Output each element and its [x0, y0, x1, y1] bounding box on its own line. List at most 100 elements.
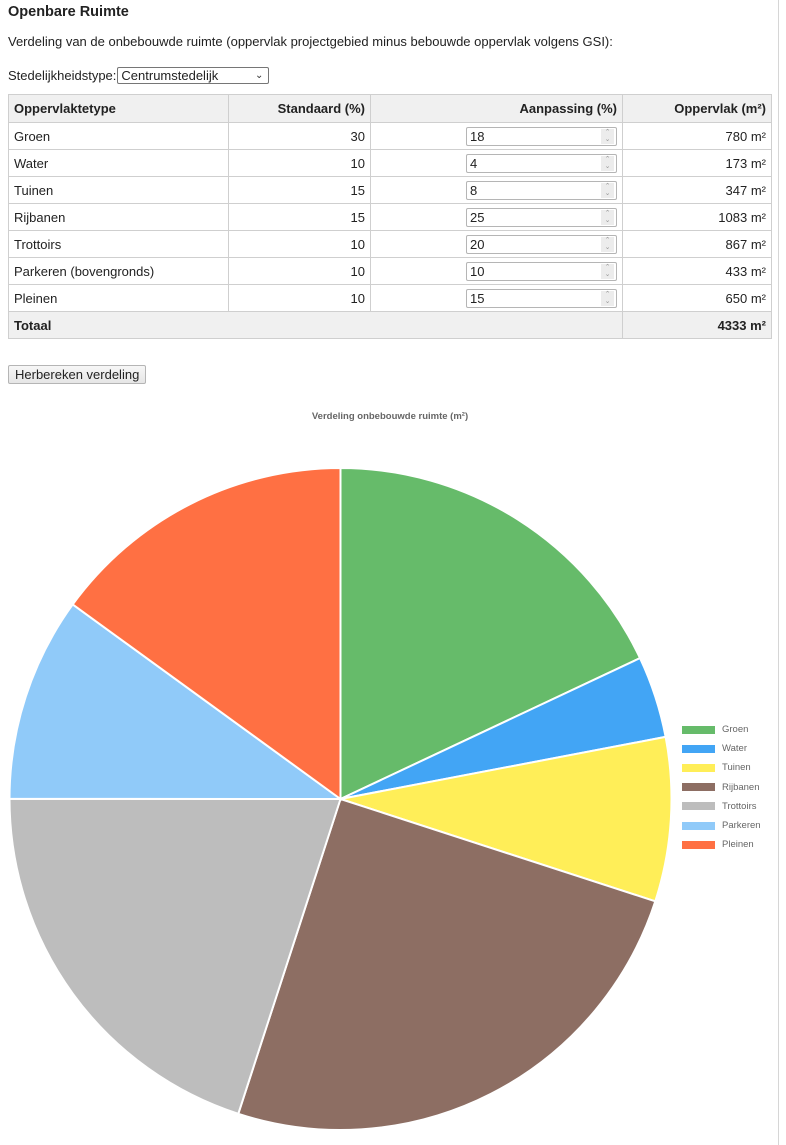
- legend-item-pleinen[interactable]: Pleinen: [682, 835, 761, 854]
- adjust-value: 10: [470, 263, 485, 279]
- cell-standard: 30: [228, 122, 371, 150]
- adjust-number-input[interactable]: 15 ⌃ ⌄: [466, 288, 617, 308]
- cell-type: Groen: [8, 122, 229, 150]
- table-row: Groen 30 18 ⌃ ⌄ 780 m²: [8, 122, 772, 150]
- legend-item-groen[interactable]: Groen: [682, 720, 761, 739]
- cell-area: 433 m²: [622, 257, 772, 285]
- legend-label: Rijbanen: [722, 781, 760, 793]
- adjust-number-input[interactable]: 8 ⌃ ⌄: [466, 180, 617, 200]
- col-header-area: Oppervlak (m²): [622, 94, 772, 123]
- cell-adjust: 8 ⌃ ⌄: [370, 176, 623, 204]
- chart-legend: Groen Water Tuinen Rijbanen Trottoirs Parkere…: [682, 720, 761, 854]
- cell-standard: 15: [228, 176, 371, 204]
- legend-swatch: [682, 821, 715, 830]
- spinner-icon[interactable]: ⌃ ⌄: [601, 263, 614, 279]
- total-label: Totaal: [8, 311, 623, 339]
- legend-label: Pleinen: [722, 839, 754, 851]
- legend-item-trottoirs[interactable]: Trottoirs: [682, 797, 761, 816]
- adjust-value: 18: [470, 128, 485, 144]
- pie-slice-pleinen[interactable]: [71, 466, 342, 801]
- legend-item-rijbanen[interactable]: Rijbanen: [682, 778, 761, 797]
- col-header-standard: Standaard (%): [228, 94, 371, 123]
- cell-area: 347 m²: [622, 176, 772, 204]
- adjust-number-input[interactable]: 20 ⌃ ⌄: [466, 234, 617, 254]
- legend-swatch: [682, 802, 715, 811]
- page-title: Openbare Ruimte: [8, 4, 129, 20]
- pie-chart: [8, 466, 673, 1131]
- cell-standard: 15: [228, 203, 371, 231]
- spinner-icon[interactable]: ⌃ ⌄: [601, 128, 614, 144]
- recalculate-button[interactable]: Herbereken verdeling: [8, 365, 147, 384]
- spinner-icon[interactable]: ⌃ ⌄: [601, 182, 614, 198]
- adjust-number-input[interactable]: 4 ⌃ ⌄: [466, 153, 617, 173]
- legend-item-water[interactable]: Water: [682, 739, 761, 758]
- cell-type: Water: [8, 149, 229, 177]
- table-row: Water 10 4 ⌃ ⌄ 173 m²: [8, 149, 772, 177]
- intro-text: Verdeling van de onbebouwde ruimte (oppe…: [8, 34, 613, 49]
- cell-standard: 10: [228, 230, 371, 258]
- legend-label: Groen: [722, 724, 749, 736]
- cell-area: 173 m²: [622, 149, 772, 177]
- adjust-value: 15: [470, 290, 485, 306]
- pie-slice-tuinen[interactable]: [340, 735, 673, 903]
- legend-item-tuinen[interactable]: Tuinen: [682, 758, 761, 777]
- cell-type: Pleinen: [8, 284, 229, 312]
- adjust-number-input[interactable]: 25 ⌃ ⌄: [466, 207, 617, 227]
- cell-adjust: 18 ⌃ ⌄: [370, 122, 623, 150]
- urbanity-type-select[interactable]: Centrumstedelijk ⌄: [117, 67, 270, 84]
- urbanity-type-label: Stedelijkheidstype:: [8, 68, 117, 83]
- legend-label: Water: [722, 743, 747, 755]
- legend-label: Tuinen: [722, 762, 751, 774]
- pie-slice-trottoirs[interactable]: [8, 797, 342, 1116]
- cell-standard: 10: [228, 149, 371, 177]
- cell-adjust: 4 ⌃ ⌄: [370, 149, 623, 177]
- table-header-row: Oppervlaktetype Standaard (%) Aanpassing…: [8, 94, 772, 123]
- legend-swatch: [682, 744, 715, 753]
- cell-adjust: 20 ⌃ ⌄: [370, 230, 623, 258]
- cell-area: 780 m²: [622, 122, 772, 150]
- spinner-icon[interactable]: ⌃ ⌄: [601, 155, 614, 171]
- cell-adjust: 25 ⌃ ⌄: [370, 203, 623, 231]
- chevron-down-icon: ⌄: [255, 70, 264, 81]
- adjust-number-input[interactable]: 10 ⌃ ⌄: [466, 261, 617, 281]
- legend-swatch: [682, 840, 715, 849]
- total-row: Totaal 4333 m²: [8, 311, 772, 339]
- legend-swatch: [682, 725, 715, 734]
- pie-slice-rijbanen[interactable]: [237, 797, 657, 1131]
- legend-swatch: [682, 763, 715, 772]
- cell-adjust: 15 ⌃ ⌄: [370, 284, 623, 312]
- adjust-number-input[interactable]: 18 ⌃ ⌄: [466, 126, 617, 146]
- cell-area: 867 m²: [622, 230, 772, 258]
- urbanity-type-row: Stedelijkheidstype: Centrumstedelijk ⌄: [8, 67, 270, 84]
- legend-item-parkeren[interactable]: Parkeren: [682, 816, 761, 835]
- cell-area: 1083 m²: [622, 203, 772, 231]
- col-header-type: Oppervlaktetype: [8, 94, 229, 123]
- cell-area: 650 m²: [622, 284, 772, 312]
- page-right-border: [778, 0, 779, 1145]
- pie-slice-parkeren[interactable]: [8, 603, 344, 801]
- table-row: Pleinen 10 15 ⌃ ⌄ 650 m²: [8, 284, 772, 312]
- adjust-value: 4: [470, 155, 478, 171]
- surface-table: Oppervlaktetype Standaard (%) Aanpassing…: [8, 94, 772, 339]
- legend-label: Parkeren: [722, 820, 761, 832]
- cell-adjust: 10 ⌃ ⌄: [370, 257, 623, 285]
- cell-standard: 10: [228, 257, 371, 285]
- table-row: Rijbanen 15 25 ⌃ ⌄ 1083 m²: [8, 203, 772, 231]
- col-header-adjust: Aanpassing (%): [370, 94, 623, 123]
- spinner-icon[interactable]: ⌃ ⌄: [601, 236, 614, 252]
- cell-type: Rijbanen: [8, 203, 229, 231]
- urbanity-type-value: Centrumstedelijk: [121, 68, 219, 83]
- cell-standard: 10: [228, 284, 371, 312]
- table-row: Tuinen 15 8 ⌃ ⌄ 347 m²: [8, 176, 772, 204]
- pie-slice-groen[interactable]: [339, 466, 642, 801]
- cell-type: Parkeren (bovengronds): [8, 257, 229, 285]
- spinner-icon[interactable]: ⌃ ⌄: [601, 209, 614, 225]
- adjust-value: 20: [470, 236, 485, 252]
- legend-swatch: [682, 783, 715, 792]
- legend-label: Trottoirs: [722, 800, 757, 812]
- spinner-icon[interactable]: ⌃ ⌄: [601, 290, 614, 306]
- total-value: 4333 m²: [622, 311, 772, 339]
- adjust-value: 8: [470, 182, 478, 198]
- chart-title: Verdeling onbebouwde ruimte (m²): [311, 411, 469, 422]
- table-row: Parkeren (bovengronds) 10 10 ⌃ ⌄ 433 m²: [8, 257, 772, 285]
